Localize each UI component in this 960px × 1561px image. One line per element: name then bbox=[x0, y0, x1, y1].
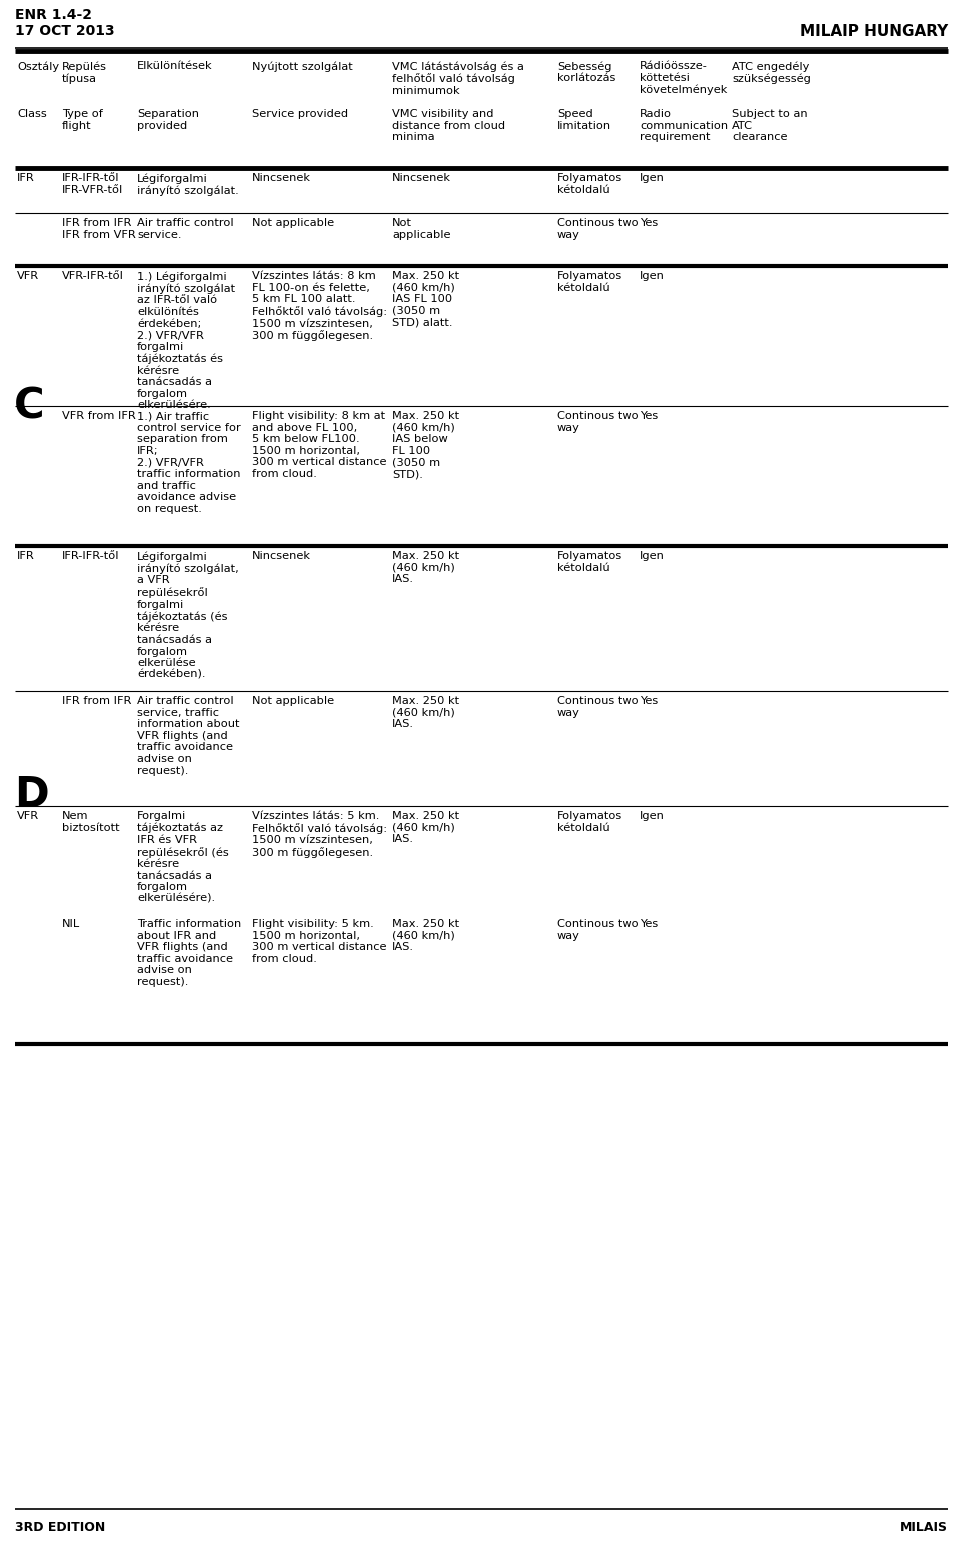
Text: Igen: Igen bbox=[640, 173, 665, 183]
Text: IFR: IFR bbox=[17, 173, 35, 183]
Text: VFR from IFR: VFR from IFR bbox=[62, 411, 135, 421]
Text: Rádióössze-
köttetési
követelmények: Rádióössze- köttetési követelmények bbox=[640, 61, 728, 95]
Text: MILAIP HUNGARY: MILAIP HUNGARY bbox=[800, 23, 948, 39]
Text: Max. 250 kt
(460 km/h)
IAS FL 100
(3050 m
STD) alatt.: Max. 250 kt (460 km/h) IAS FL 100 (3050 … bbox=[392, 272, 459, 328]
Text: Légiforgalmi
irányító szolgálat,
a VFR
repülésekről
forgalmi
tájékoztatás (és
ké: Légiforgalmi irányító szolgálat, a VFR r… bbox=[137, 551, 239, 681]
Text: Igen: Igen bbox=[640, 551, 665, 560]
Text: Nincsenek: Nincsenek bbox=[252, 173, 311, 183]
Text: Max. 250 kt
(460 km/h)
IAS.: Max. 250 kt (460 km/h) IAS. bbox=[392, 919, 459, 952]
Text: Not applicable: Not applicable bbox=[252, 219, 334, 228]
Text: Yes: Yes bbox=[640, 411, 659, 421]
Text: VFR: VFR bbox=[17, 272, 39, 281]
Text: Max. 250 kt
(460 km/h)
IAS.: Max. 250 kt (460 km/h) IAS. bbox=[392, 812, 459, 845]
Text: 1.) Légiforgalmi
irányító szolgálat
az IFR-től való
elkülönítés
érdekében;
2.) V: 1.) Légiforgalmi irányító szolgálat az I… bbox=[137, 272, 235, 411]
Text: Yes: Yes bbox=[640, 219, 659, 228]
Text: MILAIS: MILAIS bbox=[900, 1520, 948, 1534]
Text: VMC visibility and
distance from cloud
minima: VMC visibility and distance from cloud m… bbox=[392, 109, 505, 142]
Text: Continous two
way: Continous two way bbox=[557, 411, 638, 432]
Text: Air traffic control
service.: Air traffic control service. bbox=[137, 219, 233, 239]
Text: Vízszintes látás: 8 km
FL 100-on és felette,
5 km FL 100 alatt.
Felhőktől való t: Vízszintes látás: 8 km FL 100-on és fele… bbox=[252, 272, 387, 342]
Text: Flight visibility: 8 km at
and above FL 100,
5 km below FL100.
1500 m horizontal: Flight visibility: 8 km at and above FL … bbox=[252, 411, 387, 479]
Text: NIL: NIL bbox=[62, 919, 80, 929]
Text: Folyamatos
kétoldalú: Folyamatos kétoldalú bbox=[557, 272, 622, 292]
Text: Légiforgalmi
irányító szolgálat.: Légiforgalmi irányító szolgálat. bbox=[137, 173, 239, 195]
Text: Osztály: Osztály bbox=[17, 61, 60, 72]
Text: Speed
limitation: Speed limitation bbox=[557, 109, 612, 131]
Text: Air traffic control
service, traffic
information about
VFR flights (and
traffic : Air traffic control service, traffic inf… bbox=[137, 696, 239, 776]
Text: Service provided: Service provided bbox=[252, 109, 348, 119]
Text: IFR from IFR: IFR from IFR bbox=[62, 696, 132, 706]
Text: Elkülönítések: Elkülönítések bbox=[137, 61, 212, 70]
Text: VMC látástávolság és a
felhőtől való távolság
minimumok: VMC látástávolság és a felhőtől való táv… bbox=[392, 61, 524, 95]
Text: Yes: Yes bbox=[640, 919, 659, 929]
Text: IFR-IFR-től
IFR-VFR-től: IFR-IFR-től IFR-VFR-től bbox=[62, 173, 123, 195]
Text: Traffic information
about IFR and
VFR flights (and
traffic avoidance
advise on
r: Traffic information about IFR and VFR fl… bbox=[137, 919, 241, 987]
Text: Igen: Igen bbox=[640, 812, 665, 821]
Text: 17 OCT 2013: 17 OCT 2013 bbox=[15, 23, 114, 37]
Text: VFR: VFR bbox=[17, 812, 39, 821]
Text: Max. 250 kt
(460 km/h)
IAS.: Max. 250 kt (460 km/h) IAS. bbox=[392, 551, 459, 584]
Text: Forgalmi
tájékoztatás az
IFR és VFR
repülésekről (és
kérésre
tanácsadás a
forgal: Forgalmi tájékoztatás az IFR és VFR repü… bbox=[137, 812, 228, 904]
Text: Max. 250 kt
(460 km/h)
IAS below
FL 100
(3050 m
STD).: Max. 250 kt (460 km/h) IAS below FL 100 … bbox=[392, 411, 459, 479]
Text: Radio
communication
requirement: Radio communication requirement bbox=[640, 109, 728, 142]
Text: Not
applicable: Not applicable bbox=[392, 219, 450, 239]
Text: C: C bbox=[14, 386, 44, 428]
Text: Flight visibility: 5 km.
1500 m horizontal,
300 m vertical distance
from cloud.: Flight visibility: 5 km. 1500 m horizont… bbox=[252, 919, 387, 963]
Text: Type of
flight: Type of flight bbox=[62, 109, 103, 131]
Text: Folyamatos
kétoldalú: Folyamatos kétoldalú bbox=[557, 173, 622, 195]
Text: Max. 250 kt
(460 km/h)
IAS.: Max. 250 kt (460 km/h) IAS. bbox=[392, 696, 459, 729]
Text: ENR 1.4-2: ENR 1.4-2 bbox=[15, 8, 92, 22]
Text: Not applicable: Not applicable bbox=[252, 696, 334, 706]
Text: Vízszintes látás: 5 km.
Felhőktől való távolság:
1500 m vízszintesen,
300 m függ: Vízszintes látás: 5 km. Felhőktől való t… bbox=[252, 812, 387, 859]
Text: IFR-IFR-től: IFR-IFR-től bbox=[62, 551, 119, 560]
Text: Continous two
way: Continous two way bbox=[557, 219, 638, 239]
Text: IFR from IFR
IFR from VFR: IFR from IFR IFR from VFR bbox=[62, 219, 135, 239]
Text: Class: Class bbox=[17, 109, 47, 119]
Text: Nincsenek: Nincsenek bbox=[252, 551, 311, 560]
Text: Nyújtott szolgálat: Nyújtott szolgálat bbox=[252, 61, 352, 72]
Text: Sebesség
korlátozás: Sebesség korlátozás bbox=[557, 61, 615, 83]
Text: Igen: Igen bbox=[640, 272, 665, 281]
Text: Continous two
way: Continous two way bbox=[557, 696, 638, 718]
Text: Nem
biztosított: Nem biztosított bbox=[62, 812, 120, 832]
Text: IFR: IFR bbox=[17, 551, 35, 560]
Text: Folyamatos
kétoldalú: Folyamatos kétoldalú bbox=[557, 551, 622, 573]
Text: Subject to an
ATC
clearance: Subject to an ATC clearance bbox=[732, 109, 807, 142]
Text: Continous two
way: Continous two way bbox=[557, 919, 638, 941]
Text: Nincsenek: Nincsenek bbox=[392, 173, 451, 183]
Text: VFR-IFR-től: VFR-IFR-től bbox=[62, 272, 124, 281]
Text: Folyamatos
kétoldalú: Folyamatos kétoldalú bbox=[557, 812, 622, 832]
Text: Separation
provided: Separation provided bbox=[137, 109, 199, 131]
Text: D: D bbox=[14, 774, 49, 816]
Text: ATC engedély
szükségesség: ATC engedély szükségesség bbox=[732, 61, 811, 84]
Text: Yes: Yes bbox=[640, 696, 659, 706]
Text: 3RD EDITION: 3RD EDITION bbox=[15, 1520, 106, 1534]
Text: 1.) Air traffic
control service for
separation from
IFR;
2.) VFR/VFR
traffic inf: 1.) Air traffic control service for sepa… bbox=[137, 411, 241, 514]
Text: Repülés
típusa: Repülés típusa bbox=[62, 61, 107, 84]
